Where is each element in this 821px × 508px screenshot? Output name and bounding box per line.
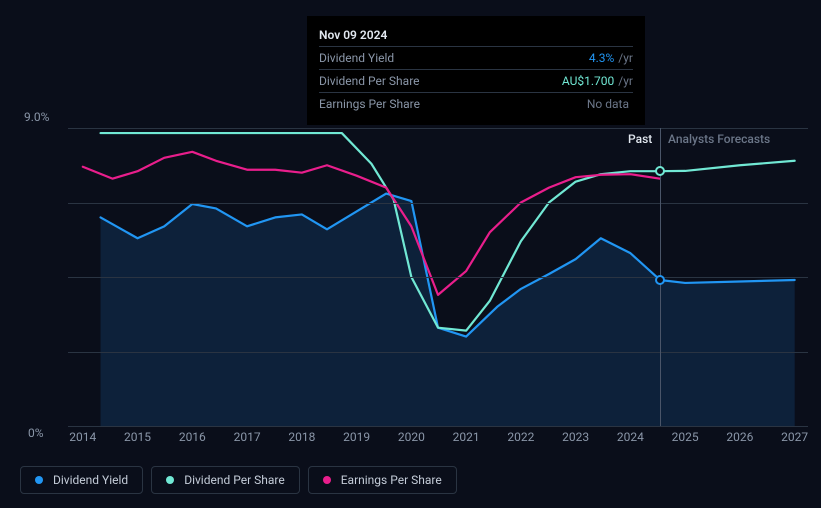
legend-dot-icon [323,476,331,484]
gridline [68,426,808,427]
x-axis-tick: 2023 [562,430,589,444]
gridline [68,277,808,278]
series-fill [101,194,795,426]
x-axis-tick: 2025 [672,430,699,444]
tooltip-label: Earnings Per Share [319,97,420,111]
tooltip-row: Dividend Per Share AU$1.700 /yr [319,69,633,92]
tooltip-suffix: /yr [618,51,633,65]
tooltip-label: Dividend Per Share [319,74,420,88]
tooltip-value: AU$1.700 [562,74,614,88]
chart-tooltip: Nov 09 2024 Dividend Yield 4.3% /yr Divi… [307,16,645,125]
x-axis-tick: 2022 [507,430,534,444]
tooltip-value: 4.3% [589,51,614,65]
gridline [68,203,808,204]
tooltip-suffix: /yr [618,74,633,88]
tooltip-value: No data [587,97,629,111]
x-axis-tick: 2027 [781,430,808,444]
x-axis-tick: 2015 [124,430,151,444]
legend-label: Earnings Per Share [341,473,442,487]
x-axis: 2014 2015 2016 2017 2018 2019 2020 2021 2022 2023… [20,430,808,450]
legend-item-dividend-per-share[interactable]: Dividend Per Share [151,466,300,494]
x-axis-tick: 2024 [617,430,644,444]
legend-label: Dividend Yield [53,473,128,487]
legend-dot-icon [166,476,174,484]
x-axis-tick: 2021 [453,430,480,444]
x-axis-tick: 2016 [179,430,206,444]
tooltip-label: Dividend Yield [319,51,394,65]
legend-dot-icon [35,476,43,484]
y-axis-max-label: 9.0% [24,110,49,124]
hover-marker-icon [655,166,665,176]
hover-marker-icon [655,275,665,285]
x-axis-tick: 2020 [398,430,425,444]
chart-plot-area[interactable]: 9.0% 0% Past Analysts Forecasts [20,128,808,426]
tooltip-row: Earnings Per Share No data [319,92,633,115]
tooltip-row: Dividend Yield 4.3% /yr [319,46,633,69]
gridline [68,128,808,129]
x-axis-tick: 2014 [69,430,96,444]
x-axis-tick: 2019 [343,430,370,444]
legend-item-earnings-per-share[interactable]: Earnings Per Share [308,466,457,494]
tooltip-date: Nov 09 2024 [319,24,633,46]
gridline [68,352,808,353]
x-axis-tick: 2017 [234,430,261,444]
chart-legend: Dividend Yield Dividend Per Share Earnin… [20,466,457,494]
legend-label: Dividend Per Share [184,473,285,487]
x-axis-tick: 2026 [726,430,753,444]
x-axis-tick: 2018 [288,430,315,444]
legend-item-dividend-yield[interactable]: Dividend Yield [20,466,143,494]
